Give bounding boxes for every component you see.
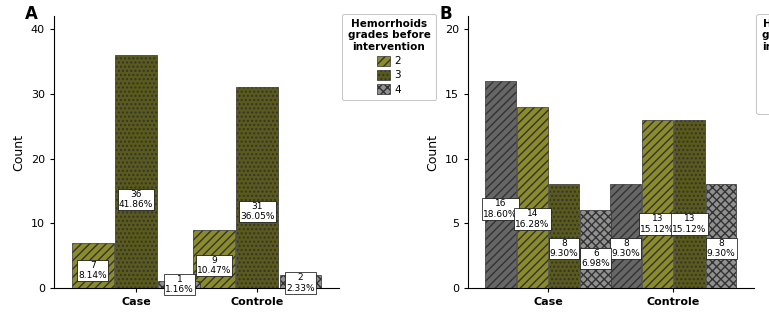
Text: 8
9.30%: 8 9.30% bbox=[611, 239, 641, 258]
Text: 16
18.60%: 16 18.60% bbox=[483, 199, 518, 219]
Text: A: A bbox=[25, 6, 38, 24]
Legend: 2, 3, 4: 2, 3, 4 bbox=[342, 14, 435, 100]
Bar bbox=[236, 87, 278, 288]
Text: 7
8.14%: 7 8.14% bbox=[78, 261, 107, 280]
Y-axis label: Count: Count bbox=[426, 133, 439, 171]
Legend: Normal, 1, 2, 3: Normal, 1, 2, 3 bbox=[757, 14, 769, 114]
Bar bbox=[706, 184, 737, 288]
Text: 1
1.16%: 1 1.16% bbox=[165, 275, 194, 294]
Text: 9
10.47%: 9 10.47% bbox=[197, 256, 231, 275]
Bar bbox=[485, 81, 516, 288]
Bar bbox=[115, 55, 157, 288]
Bar bbox=[193, 230, 235, 288]
Text: 13
15.12%: 13 15.12% bbox=[641, 214, 674, 233]
Text: 6
6.98%: 6 6.98% bbox=[581, 249, 610, 268]
Text: 36
41.86%: 36 41.86% bbox=[119, 190, 153, 209]
Bar bbox=[642, 120, 673, 288]
Bar bbox=[581, 210, 611, 288]
Text: 8
9.30%: 8 9.30% bbox=[707, 239, 735, 258]
Text: 8
9.30%: 8 9.30% bbox=[550, 239, 578, 258]
Bar bbox=[72, 243, 114, 288]
Bar bbox=[674, 120, 704, 288]
Y-axis label: Count: Count bbox=[12, 133, 25, 171]
Bar bbox=[517, 107, 548, 288]
Text: B: B bbox=[439, 6, 452, 24]
Text: 31
36.05%: 31 36.05% bbox=[240, 202, 275, 221]
Text: 2
2.33%: 2 2.33% bbox=[286, 273, 315, 293]
Text: 13
15.12%: 13 15.12% bbox=[672, 214, 707, 233]
Bar bbox=[611, 184, 641, 288]
Bar bbox=[279, 275, 321, 288]
Bar bbox=[158, 281, 200, 288]
Bar bbox=[548, 184, 579, 288]
Text: 14
16.28%: 14 16.28% bbox=[515, 209, 550, 229]
